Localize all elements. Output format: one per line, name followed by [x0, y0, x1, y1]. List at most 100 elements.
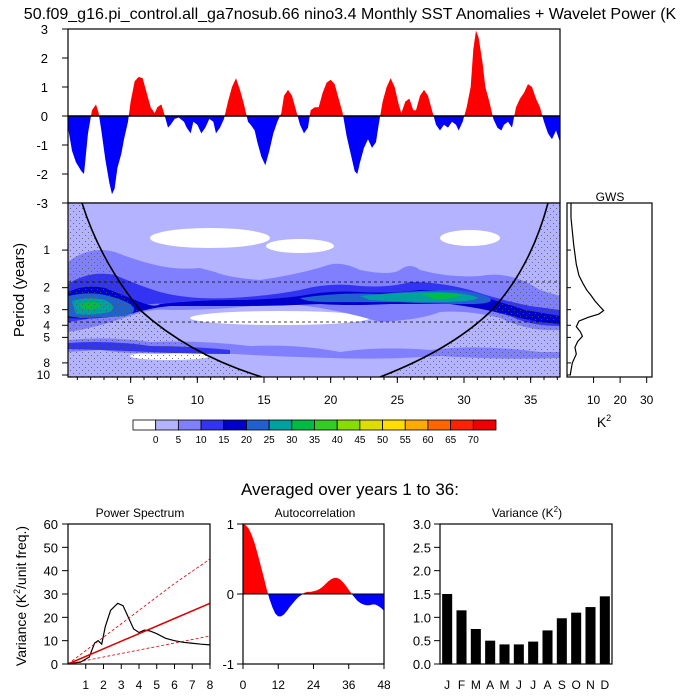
ac-xtick-label: 48 — [377, 678, 391, 692]
colorbar-label: 0 — [153, 435, 159, 446]
ps-ytick-label: 40 — [44, 564, 58, 579]
colorbar-label: 40 — [332, 435, 344, 446]
variance-bar — [470, 629, 481, 664]
sst-panel: -3 -2 -1 0 1 2 3 — [36, 22, 561, 211]
variance-bar — [556, 618, 567, 664]
colorbar-label: 35 — [309, 435, 321, 446]
ps-ytick-label: 30 — [44, 587, 58, 602]
var-xtick-label: D — [600, 678, 609, 692]
colorbar-swatch — [291, 419, 315, 431]
gws-line — [569, 203, 605, 376]
negative-area — [68, 116, 560, 195]
colorbar-swatch — [246, 419, 270, 431]
cone-of-influence-curve — [379, 203, 549, 377]
power-spectrum-line — [67, 635, 211, 665]
gws-frame — [566, 202, 653, 378]
colorbar: 0 5 10 15 20 25 30 35 40 45 50 55 60 65 70 — [132, 419, 497, 446]
var-xtick-label: O — [571, 678, 580, 692]
power-spectrum-axes: 0 10 20 30 40 50 60 1 2 3 4 5 6 7 8 — [44, 517, 214, 692]
wavelet-xtick-label: 20 — [324, 393, 338, 407]
var-xtick-label: S — [558, 678, 566, 692]
contour-30 — [420, 293, 462, 299]
ac-xtick-label: 12 — [272, 678, 286, 692]
variance-title-end: ) — [558, 506, 562, 520]
ps-ytick-label: 10 — [44, 634, 58, 649]
figure-title: 50.f09_g16.pi_control.all_ga7nosub.66 ni… — [24, 6, 677, 23]
sst-anomaly-fill — [68, 30, 560, 195]
positive-area — [91, 30, 543, 117]
variance-axes: 0.00.51.01.52.02.53.0J F M A M J J A S O N D — [413, 517, 610, 692]
colorbar-label: 65 — [445, 435, 457, 446]
autocorrelation-fill — [243, 524, 384, 617]
ps-ylabel-sup: 2 — [12, 589, 22, 594]
sst-ytick-label: 3 — [41, 22, 48, 37]
cone-of-influence-curve — [81, 203, 263, 377]
colorbar-label: 20 — [241, 435, 253, 446]
colorbar-swatch — [450, 419, 474, 431]
period-ytick-label: 5 — [43, 330, 50, 344]
colorbar-swatch — [132, 419, 157, 431]
variance-bar — [513, 644, 524, 664]
gws-xtick-label: 10 — [587, 393, 601, 407]
period-ytick-label: 8 — [43, 356, 50, 370]
wavelet-frame — [67, 202, 561, 378]
colorbar-swatch — [177, 419, 202, 431]
ps-ytick-label: 60 — [44, 517, 58, 532]
ps-xtick-label: 1 — [82, 678, 89, 692]
wavelet-xtick-label: 15 — [257, 393, 271, 407]
period-ytick-label: 10 — [37, 368, 51, 382]
autocorrelation-axes: -1 0 1 0 12 24 36 48 — [222, 517, 391, 692]
ps-xtick-label: 4 — [136, 678, 143, 692]
power-spectrum-ylabel: Variance (K2/unit freq.) — [12, 526, 29, 666]
gws-xtick-label: 30 — [640, 393, 654, 407]
variance-title-sup: 2 — [554, 505, 559, 514]
var-xtick-label: F — [458, 678, 465, 692]
ps-xtick-label: 5 — [153, 678, 160, 692]
var-xtick-label: N — [586, 678, 595, 692]
colorbar-swatch — [155, 419, 179, 431]
variance-bar — [585, 607, 596, 664]
ps-ytick-label: 20 — [44, 610, 58, 625]
sst-ytick-label: 2 — [41, 51, 48, 66]
colorbar-swatch — [382, 419, 406, 431]
sst-ytick-label: -3 — [36, 196, 48, 211]
negative-area — [268, 594, 384, 617]
power-spectrum-lines — [67, 558, 211, 665]
variance-bar — [442, 594, 453, 664]
autocorrelation-panel: Autocorrelation -1 0 1 0 12 24 36 48 — [222, 506, 391, 692]
sst-ytick-label: 1 — [41, 80, 48, 95]
var-xtick-label: J — [530, 678, 536, 692]
power-spectrum-line — [67, 602, 211, 665]
variance-bar — [599, 596, 610, 664]
ps-xtick-label: 8 — [207, 678, 214, 692]
colorbar-label: 60 — [422, 435, 434, 446]
gws-xlabel: K2 — [597, 413, 611, 430]
gws-xlabel-sup: 2 — [606, 413, 611, 423]
averaged-caption: Averaged over years 1 to 36: — [241, 480, 459, 499]
wavelet-x-axis: 5 10 15 20 25 30 35 — [76, 377, 558, 407]
var-xtick-label: A — [543, 678, 551, 692]
var-ytick-label: 0.5 — [413, 634, 431, 649]
sst-ytick-label: -1 — [36, 138, 48, 153]
colorbar-swatch — [336, 419, 361, 431]
colorbar-label: 55 — [400, 435, 412, 446]
cone-of-influence-left — [68, 203, 262, 377]
period-ytick-label: 4 — [43, 318, 50, 332]
period-ytick-label: 3 — [43, 303, 50, 317]
ac-ytick-label: 0 — [227, 587, 234, 602]
wavelet-xtick-label: 30 — [457, 393, 471, 407]
colorbar-label: 15 — [218, 435, 230, 446]
gws-x-axis: 10 20 30 — [567, 249, 654, 407]
wavelet-xtick-label: 25 — [391, 393, 405, 407]
colorbar-label: 25 — [264, 435, 276, 446]
period-ytick-label: 2 — [43, 281, 50, 295]
contour-low — [266, 239, 334, 253]
ps-ytick-label: 50 — [44, 540, 58, 555]
var-xtick-label: J — [444, 678, 450, 692]
gws-xtick-label: 20 — [613, 393, 627, 407]
cone-of-influence-right — [380, 203, 560, 377]
ps-xtick-label: 3 — [118, 678, 125, 692]
power-spectrum-title: Power Spectrum — [96, 506, 185, 520]
